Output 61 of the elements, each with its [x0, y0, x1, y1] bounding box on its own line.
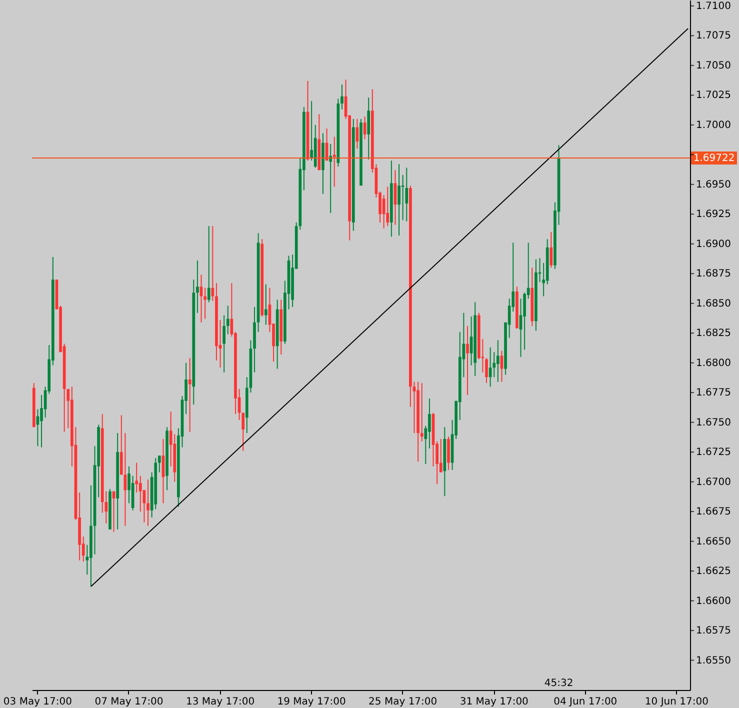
candlestick	[40, 394, 43, 448]
y-tick-label: 1.6900	[696, 238, 731, 250]
y-tick-label: 1.6575	[696, 626, 731, 637]
candlestick	[523, 292, 526, 350]
y-tick-label: 1.6800	[696, 358, 731, 369]
candlestick	[146, 478, 150, 526]
y-tick-label: 1.6950	[696, 179, 731, 190]
candlestick	[447, 436, 450, 470]
x-tick-label: 25 May 17:00	[368, 696, 438, 708]
y-tick-label: 1.6925	[696, 209, 731, 220]
candlestick	[207, 226, 210, 303]
candlestick	[485, 358, 488, 384]
y-tick-label: 1.6850	[696, 298, 731, 310]
candlestick	[496, 340, 500, 382]
candlestick	[211, 226, 214, 302]
y-tick-label: 1.6550	[696, 655, 731, 666]
candlestick	[188, 358, 192, 432]
x-tick-label: 31 May 17:00	[460, 696, 528, 708]
candlestick	[135, 462, 138, 494]
candlestick	[138, 475, 142, 512]
y-tick-label: 1.7000	[696, 120, 731, 131]
candlestick	[158, 455, 161, 473]
candlestick	[386, 186, 390, 227]
candlestick	[550, 231, 553, 268]
y-tick-label: 1.6650	[696, 536, 731, 548]
y-tick-label: 1.7025	[696, 90, 731, 102]
candlestick	[428, 398, 431, 449]
candlestick	[264, 284, 268, 326]
candlestick	[439, 438, 442, 473]
candlestick	[340, 84, 344, 110]
y-tick-label: 1.6675	[696, 506, 731, 518]
candlestick	[332, 136, 336, 188]
candlestick	[367, 97, 370, 160]
y-tick-label: 1.6700	[696, 476, 731, 488]
candlestick	[128, 466, 130, 504]
x-tick-label: 13 May 17:00	[186, 696, 255, 708]
y-tick-label: 1.6625	[696, 566, 731, 578]
y-tick-label: 1.6875	[696, 268, 731, 280]
x-tick-label: 07 May 17:00	[94, 696, 164, 708]
ref-line-label: 1.69722	[693, 152, 735, 164]
y-tick-label: 1.7075	[696, 30, 731, 42]
candlestick	[222, 314, 226, 373]
y-tick-label: 1.6725	[696, 447, 731, 458]
candlestick	[398, 164, 400, 236]
candlestick	[196, 260, 199, 314]
y-tick-label: 1.7050	[696, 60, 731, 72]
x-tick-label: 10 Jun 17:00	[644, 696, 708, 708]
candlestick	[405, 167, 408, 222]
annotation: 45:32	[544, 678, 574, 689]
y-tick-label: 1.6775	[696, 388, 731, 399]
y-tick-label: 1.6825	[696, 328, 731, 340]
candlestick	[420, 382, 424, 442]
x-tick-label: 03 May 17:00	[3, 696, 72, 708]
y-tick-label: 1.6750	[696, 417, 731, 428]
x-tick-label: 04 Jun 17:00	[554, 696, 618, 708]
candlestick	[500, 350, 504, 382]
candlestick	[466, 325, 469, 396]
x-tick-label: 19 May 17:00	[277, 696, 346, 708]
candlestick	[226, 305, 230, 335]
y-tick-label: 1.6600	[696, 596, 731, 607]
y-tick-label: 1.7100	[696, 0, 731, 12]
